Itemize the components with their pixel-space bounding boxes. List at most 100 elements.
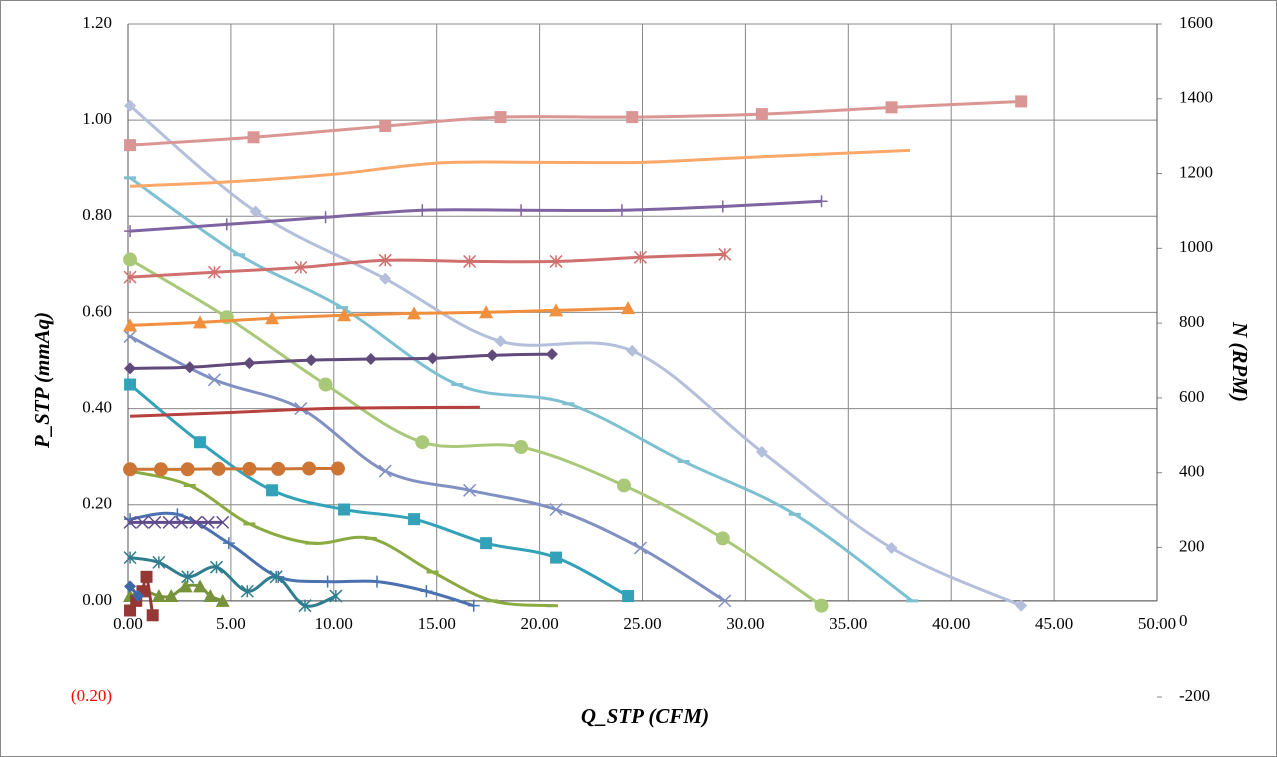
- marker: [480, 537, 493, 550]
- series-line: [129, 258, 823, 607]
- y2-axis-title: N (RPM): [1228, 321, 1252, 402]
- marker: [124, 378, 137, 391]
- marker: [243, 357, 256, 370]
- marker: [124, 580, 137, 593]
- marker: [814, 598, 829, 613]
- marker: [265, 311, 280, 325]
- marker: [755, 445, 768, 458]
- x-tick-label: 0.00: [113, 614, 143, 633]
- marker: [550, 551, 563, 564]
- y2-tick-label: -200: [1179, 686, 1210, 705]
- marker: [269, 570, 283, 584]
- series-line: [129, 199, 822, 233]
- marker: [621, 301, 636, 315]
- x-tick-label: 30.00: [726, 614, 764, 633]
- marker: [123, 551, 137, 565]
- marker: [222, 537, 235, 550]
- marker: [633, 250, 647, 264]
- marker: [242, 461, 257, 476]
- marker: [216, 515, 230, 529]
- marker: [479, 305, 494, 319]
- y-axis-title: P_STP (mmAq): [30, 312, 54, 449]
- marker: [337, 308, 352, 322]
- marker: [321, 575, 334, 588]
- marker: [622, 590, 635, 603]
- y-tick-label: 1.00: [82, 109, 112, 128]
- marker: [174, 515, 189, 529]
- marker: [240, 584, 254, 598]
- series-line: [129, 252, 725, 279]
- series-line: [129, 99, 1022, 147]
- marker: [515, 204, 528, 217]
- marker: [718, 594, 732, 608]
- x-tick-label: 35.00: [829, 614, 867, 633]
- y-tick-label: 0.20: [82, 494, 112, 513]
- marker: [211, 461, 226, 476]
- marker: [1015, 599, 1028, 612]
- marker: [318, 377, 333, 392]
- marker: [463, 483, 477, 497]
- x-tick-label: 20.00: [520, 614, 558, 633]
- x-tick-label: 10.00: [315, 614, 353, 633]
- marker: [755, 108, 768, 121]
- marker: [379, 120, 392, 133]
- marker: [616, 478, 631, 493]
- marker: [178, 579, 193, 593]
- marker: [549, 254, 563, 268]
- x-tick-label: 50.00: [1138, 614, 1176, 633]
- marker: [152, 555, 166, 569]
- marker: [378, 464, 392, 478]
- x-tick-label: 5.00: [216, 614, 246, 633]
- marker: [885, 541, 898, 554]
- x-tick-label: 25.00: [623, 614, 661, 633]
- marker: [463, 254, 477, 268]
- marker: [407, 306, 422, 320]
- y2-tick-label: 1400: [1179, 88, 1213, 107]
- marker: [615, 204, 628, 217]
- marker: [140, 570, 153, 583]
- marker: [193, 315, 208, 329]
- marker: [716, 200, 729, 213]
- marker: [408, 513, 421, 526]
- y-tick-label: (0.20): [71, 686, 112, 705]
- marker: [249, 205, 262, 218]
- marker: [364, 353, 377, 366]
- y2-tick-label: 1600: [1179, 13, 1213, 32]
- marker: [715, 531, 730, 546]
- marker: [416, 204, 429, 217]
- marker: [494, 335, 507, 348]
- marker: [135, 515, 149, 529]
- marker: [123, 462, 138, 477]
- marker: [209, 560, 224, 574]
- marker: [549, 502, 563, 517]
- y2-tick-label: 600: [1179, 387, 1205, 406]
- marker: [271, 461, 286, 476]
- marker: [626, 111, 639, 124]
- marker: [123, 318, 138, 332]
- marker: [718, 247, 732, 261]
- marker: [193, 579, 208, 593]
- y2-tick-label: 800: [1179, 312, 1205, 331]
- marker: [319, 211, 332, 224]
- marker: [378, 253, 392, 267]
- marker: [549, 303, 564, 317]
- marker: [124, 604, 137, 617]
- marker: [379, 272, 392, 285]
- marker: [294, 260, 308, 274]
- marker: [815, 195, 828, 208]
- marker: [124, 139, 137, 152]
- marker: [151, 589, 166, 603]
- y2-tick-label: 400: [1179, 462, 1205, 481]
- x-tick-label: 45.00: [1035, 614, 1073, 633]
- marker: [1015, 95, 1028, 108]
- marker: [545, 348, 558, 361]
- y-tick-label: 0.00: [82, 590, 112, 609]
- marker: [153, 462, 168, 477]
- y2-tick-label: 1200: [1179, 162, 1213, 181]
- marker: [247, 131, 260, 144]
- series-line: [129, 469, 553, 608]
- y2-tick-label: 200: [1179, 536, 1205, 555]
- marker: [123, 329, 137, 343]
- marker: [220, 218, 233, 231]
